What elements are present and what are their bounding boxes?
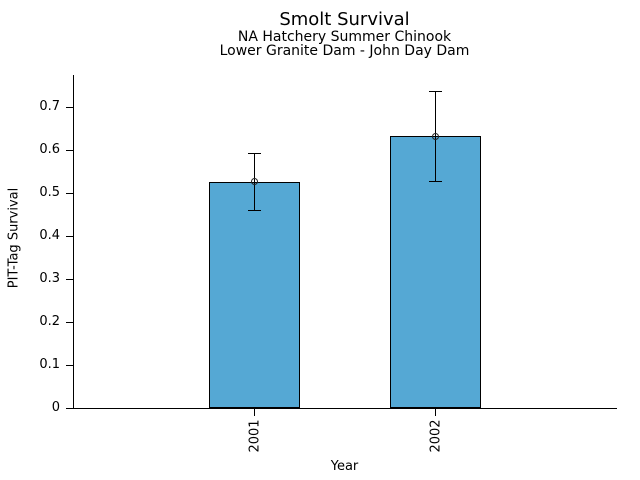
y-tick (66, 149, 73, 151)
y-tick-label: 0.4 (39, 228, 60, 244)
y-tick-label: 0.6 (39, 142, 60, 158)
x-tick (435, 409, 436, 416)
plot-area (73, 75, 617, 409)
y-tick (66, 278, 73, 280)
y-tick-label: 0 (51, 400, 60, 415)
y-tick (66, 106, 73, 108)
y-tick-label: 0.1 (39, 357, 60, 373)
error-bar-cap-top (428, 90, 442, 92)
point-marker (250, 178, 258, 186)
y-tick-label: 0.3 (39, 271, 60, 287)
y-tick (66, 364, 73, 366)
chart-subtitle-stock: NA Hatchery Summer Chinook (237, 29, 452, 45)
chart-subtitle-reach: Lower Granite Dam - John Day Dam (219, 43, 470, 59)
y-tick-label: 0.5 (39, 185, 60, 201)
y-tick (66, 321, 73, 323)
y-axis-label: PIT-Tag Survival (6, 187, 22, 289)
y-tick-label: 0.2 (39, 314, 60, 330)
y-tick (66, 407, 73, 409)
chart-title: Smolt Survival (279, 9, 410, 30)
point-marker (431, 132, 439, 140)
y-tick-label: 0.7 (39, 99, 60, 115)
y-tick (66, 235, 73, 237)
x-tick-label: 2002 (428, 419, 444, 453)
error-bar-cap-bottom (247, 210, 261, 212)
bar-2001 (208, 181, 300, 408)
y-tick (66, 192, 73, 194)
x-tick (254, 409, 255, 416)
error-bar-cap-bottom (428, 181, 442, 183)
x-tick-label: 2001 (247, 419, 263, 453)
x-axis-label: Year (330, 459, 359, 474)
error-bar-cap-top (247, 153, 261, 155)
